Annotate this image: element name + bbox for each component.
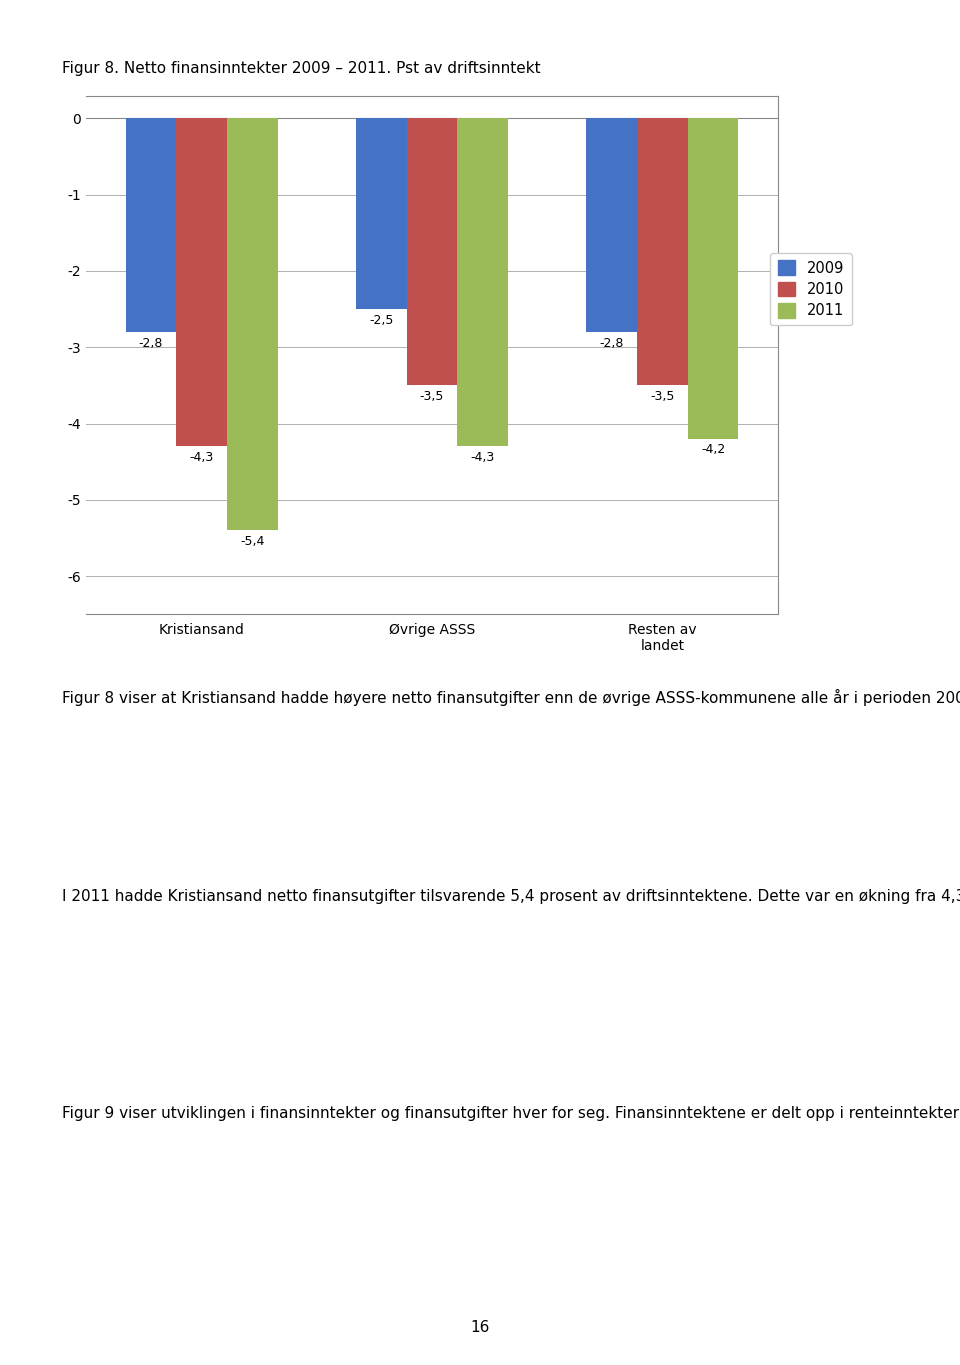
Text: -4,2: -4,2 xyxy=(701,444,725,456)
Bar xyxy=(126,119,177,332)
Text: Figur 9 viser utviklingen i finansinntekter og finansutgifter hver for seg. Fina: Figur 9 viser utviklingen i finansinntek… xyxy=(62,1106,960,1121)
Bar xyxy=(687,119,738,438)
Bar xyxy=(356,119,407,308)
Bar xyxy=(587,119,637,332)
Text: -4,3: -4,3 xyxy=(189,450,214,464)
Text: Figur 8. Netto finansinntekter 2009 – 2011. Pst av driftsinntekt: Figur 8. Netto finansinntekter 2009 – 20… xyxy=(62,61,541,76)
Text: -4,3: -4,3 xyxy=(470,450,494,464)
Bar xyxy=(457,119,508,446)
Bar xyxy=(177,119,227,446)
Text: I 2011 hadde Kristiansand netto finansutgifter tilsvarende 5,4 prosent av drifts: I 2011 hadde Kristiansand netto finansut… xyxy=(62,887,960,904)
Text: -2,5: -2,5 xyxy=(370,314,394,326)
Text: -5,4: -5,4 xyxy=(240,535,264,547)
Bar xyxy=(637,119,687,385)
Legend: 2009, 2010, 2011: 2009, 2010, 2011 xyxy=(771,253,852,325)
Text: -3,5: -3,5 xyxy=(420,390,444,403)
Text: -2,8: -2,8 xyxy=(139,337,163,349)
Bar xyxy=(407,119,457,385)
Text: -3,5: -3,5 xyxy=(650,390,675,403)
Bar xyxy=(227,119,277,531)
Text: 16: 16 xyxy=(470,1320,490,1335)
Text: -2,8: -2,8 xyxy=(600,337,624,349)
Text: Figur 8 viser at Kristiansand hadde høyere netto finansutgifter enn de øvrige AS: Figur 8 viser at Kristiansand hadde høye… xyxy=(62,689,960,706)
